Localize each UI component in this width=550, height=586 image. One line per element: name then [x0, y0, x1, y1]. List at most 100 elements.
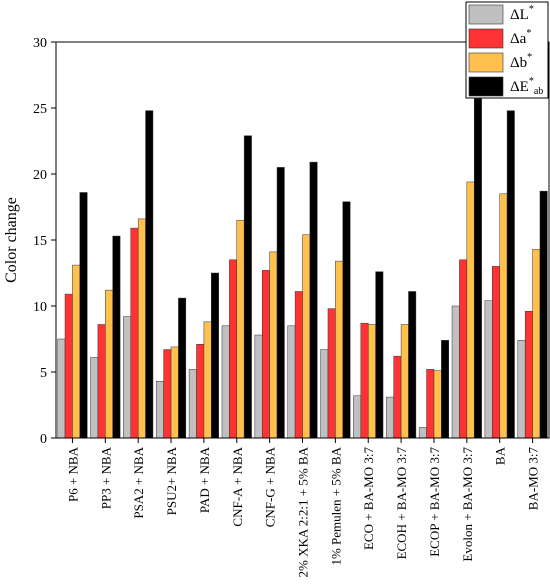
bar-1-13 — [451, 305, 460, 439]
bar-2-6 — [229, 259, 238, 439]
bar-2-1 — [64, 293, 73, 439]
bar-3-7 — [269, 251, 278, 439]
legend: ΔL*Δa*Δb*ΔE*ab — [465, 1, 549, 99]
bar-2-3 — [130, 227, 139, 439]
bar-3-5 — [203, 321, 212, 439]
bar-2-2 — [97, 324, 106, 439]
bar-1-15 — [517, 340, 526, 439]
bar-1-10 — [353, 395, 362, 439]
bar-3-14 — [499, 193, 508, 439]
legend-label-3: Δb* — [510, 52, 532, 71]
legend-label-1: ΔL* — [510, 4, 534, 23]
category-label: Evolon + BA-MO 3:7 — [460, 447, 475, 562]
legend-label-main: Δb — [510, 55, 527, 71]
bar-1-7 — [254, 334, 263, 439]
legend-label-sup: * — [526, 28, 531, 39]
bar-2-12 — [426, 369, 435, 439]
bars-layer — [57, 98, 548, 439]
y-axis-title: Color change — [3, 197, 20, 283]
bar-2-11 — [393, 355, 402, 439]
bar-2-13 — [459, 259, 468, 439]
y-tick-label: 5 — [40, 366, 47, 381]
legend-label-main: Δa — [510, 31, 527, 47]
bar-3-2 — [105, 289, 113, 439]
bar-4-5 — [211, 272, 219, 439]
bar-1-3 — [123, 316, 132, 439]
legend-swatch-1 — [468, 4, 504, 25]
legend-swatch-2 — [468, 28, 504, 49]
bar-4-11 — [408, 291, 417, 439]
legend-label-sup: * — [529, 4, 534, 15]
bar-2-5 — [196, 344, 205, 439]
bar-4-10 — [375, 271, 384, 439]
legend-label-4: ΔE*ab — [510, 76, 543, 97]
bar-2-14 — [492, 266, 500, 439]
legend-label-sub: ab — [534, 86, 543, 97]
y-ticks-layer: 0 5 10 15 20 25 30 — [33, 36, 56, 447]
category-label: CNF-G + NBA — [263, 446, 278, 527]
category-label: BA-MO 3:7 — [526, 447, 541, 511]
bar-1-12 — [418, 427, 427, 439]
bar-2-9 — [327, 308, 336, 439]
category-label: CNF-A + NBA — [230, 446, 245, 526]
bar-2-8 — [294, 291, 303, 439]
bar-3-10 — [367, 324, 376, 439]
category-label: BA — [493, 446, 508, 465]
category-label: 1% Pemulen + 5% BA — [328, 446, 343, 565]
bar-1-4 — [155, 380, 164, 439]
bar-4-2 — [112, 235, 121, 439]
bar-3-6 — [236, 219, 245, 439]
legend-label-2: Δa* — [510, 28, 531, 47]
bar-2-4 — [163, 349, 172, 439]
bar-3-8 — [302, 234, 311, 439]
bar-4-9 — [342, 201, 351, 439]
bar-3-15 — [532, 248, 541, 439]
y-tick-label: 15 — [33, 234, 47, 249]
bar-4-15 — [539, 190, 548, 439]
y-tick-label: 30 — [33, 36, 47, 51]
bar-1-14 — [484, 300, 493, 439]
y-tick-label: 25 — [33, 102, 47, 117]
legend-label-sup: * — [529, 76, 534, 87]
bar-3-13 — [466, 181, 475, 439]
bar-2-10 — [360, 322, 369, 439]
bar-4-8 — [309, 161, 318, 439]
bar-4-12 — [441, 340, 450, 439]
category-label: PAD + NBA — [197, 446, 212, 513]
bar-4-6 — [243, 135, 252, 439]
legend-label-main: ΔE — [510, 79, 529, 95]
bar-4-13 — [473, 98, 482, 439]
bar-4-1 — [79, 192, 88, 439]
bar-2-7 — [261, 270, 270, 439]
category-label: ECO + BA-MO 3:7 — [361, 447, 376, 551]
category-label: PSA2 + NBA — [131, 446, 146, 518]
bar-1-9 — [320, 349, 329, 439]
bar-1-5 — [188, 369, 197, 439]
bar-3-11 — [400, 324, 409, 439]
bar-3-4 — [170, 346, 179, 439]
legend-swatch-4 — [468, 76, 504, 97]
category-label: PP3 + NBA — [98, 446, 113, 509]
bar-1-11 — [386, 396, 394, 439]
bar-1-1 — [57, 338, 66, 439]
bar-4-14 — [506, 110, 515, 439]
legend-label-main: ΔL — [510, 7, 529, 23]
legend-label-sup: * — [527, 52, 532, 63]
legend-swatch-3 — [468, 52, 504, 73]
bar-1-2 — [90, 357, 99, 439]
category-label: PSU2+ NBA — [164, 446, 179, 515]
category-label: ECOP + BA-MO 3:7 — [427, 447, 442, 557]
y-tick-label: 0 — [40, 432, 47, 447]
y-tick-label: 10 — [33, 300, 47, 315]
bar-1-8 — [287, 325, 296, 439]
bar-3-9 — [335, 260, 344, 439]
bar-4-7 — [276, 167, 285, 439]
bar-4-4 — [178, 297, 187, 439]
category-label: P6 + NBA — [65, 446, 80, 502]
bar-4-3 — [145, 110, 154, 439]
category-label: 2% XKA 2:2:1 + 5% BA — [296, 446, 311, 577]
bar-3-1 — [72, 264, 81, 439]
bar-1-6 — [221, 325, 230, 439]
